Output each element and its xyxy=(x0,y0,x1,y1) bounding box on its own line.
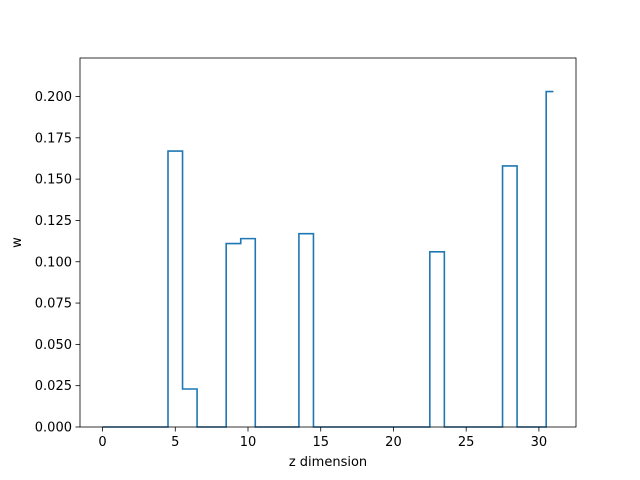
y-axis-ticks: 0.000 0.025 0.050 0.075 0.100 0.125 0.150 0.175… xyxy=(35,90,80,436)
axes-frame xyxy=(79,57,577,428)
y-tick-label: 0.200 xyxy=(35,90,72,105)
y-tick-label: 0.125 xyxy=(35,214,72,229)
y-tick-label: 0.050 xyxy=(35,338,72,353)
x-axis-ticks: 0 5 10 15 20 25 30 xyxy=(98,427,547,450)
x-tick-label: 10 xyxy=(240,435,257,450)
x-tick-label: 20 xyxy=(385,435,402,450)
x-tick-label: 25 xyxy=(458,435,475,450)
x-tick-label: 30 xyxy=(531,435,548,450)
y-axis-label: w xyxy=(10,237,25,248)
x-axis-label: z dimension xyxy=(289,455,367,470)
y-tick-label: 0.150 xyxy=(35,173,72,188)
y-tick-label: 0.075 xyxy=(35,297,72,312)
y-tick-label: 0.175 xyxy=(35,131,72,146)
y-tick-label: 0.025 xyxy=(35,379,72,394)
x-tick-label: 15 xyxy=(312,435,329,450)
y-tick-label: 0.100 xyxy=(35,255,72,270)
y-tick-label: 0.000 xyxy=(35,421,72,436)
x-tick-label: 5 xyxy=(171,435,179,450)
x-tick-label: 0 xyxy=(98,435,106,450)
